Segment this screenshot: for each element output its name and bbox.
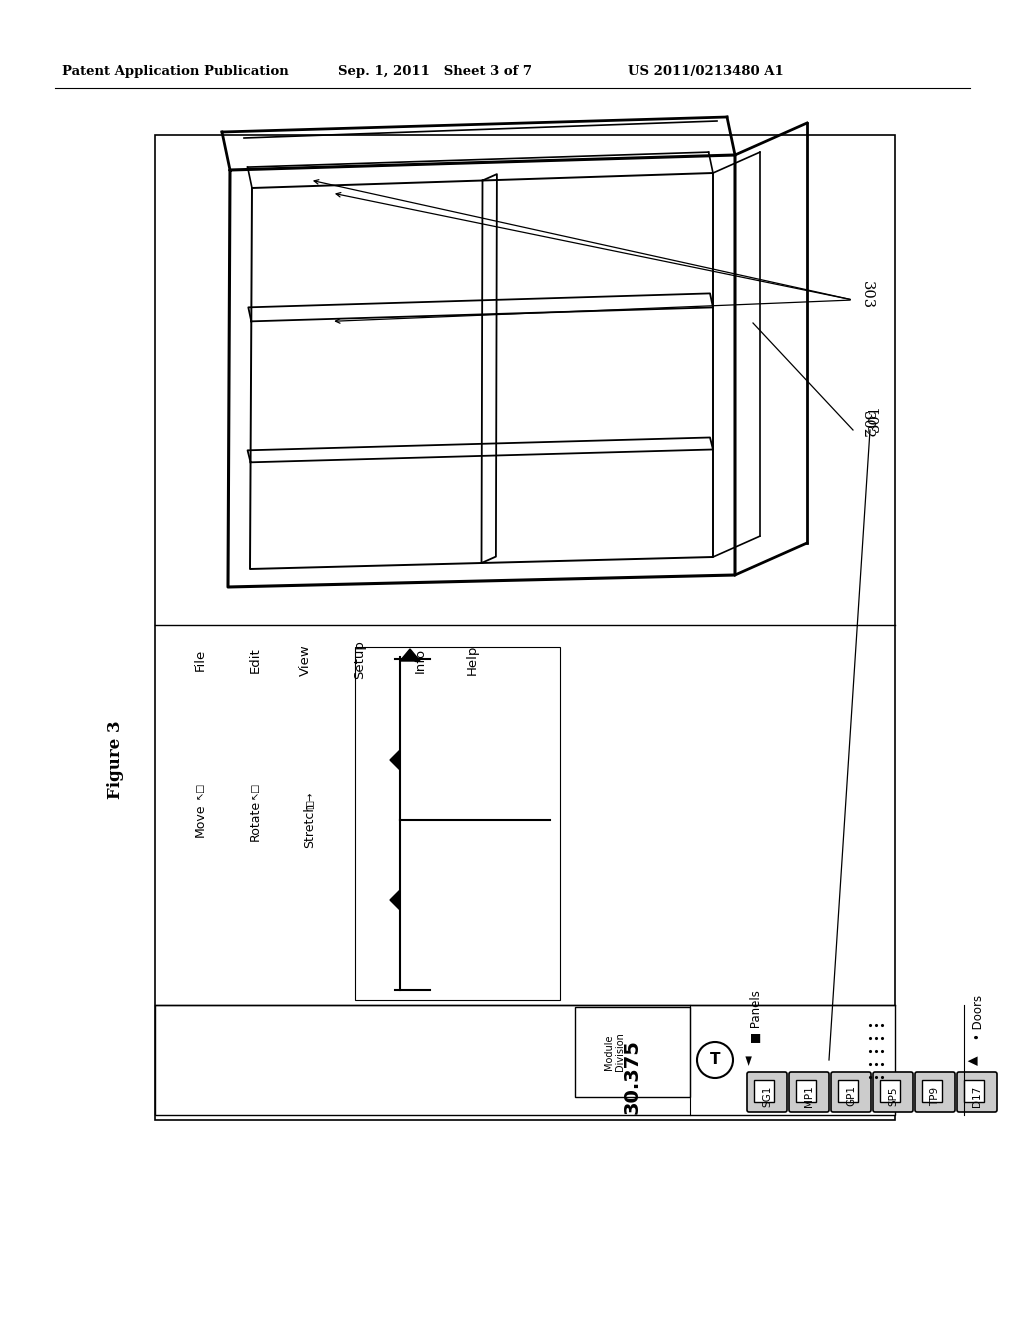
FancyBboxPatch shape [873,1072,913,1111]
Text: ▲: ▲ [966,1055,979,1065]
Text: □→: □→ [305,791,315,809]
Text: Module
Division: Module Division [604,1032,626,1072]
Text: GP1: GP1 [846,1085,856,1106]
Text: Patent Application Publication: Patent Application Publication [62,66,289,78]
Text: MP1: MP1 [804,1085,814,1107]
Text: 301: 301 [868,404,882,432]
Text: ↖□: ↖□ [250,781,260,799]
Text: TP9: TP9 [930,1086,940,1106]
Bar [796,1080,816,1102]
Text: T: T [710,1052,720,1068]
Text: Help: Help [466,644,478,676]
Text: View: View [299,644,311,676]
Text: ■ Panels: ■ Panels [750,990,763,1043]
Text: Info: Info [414,647,427,673]
Text: 30.375: 30.375 [623,1040,642,1114]
FancyBboxPatch shape [957,1072,997,1111]
Text: Setup: Setup [353,640,367,680]
Text: SG1: SG1 [762,1085,772,1106]
FancyBboxPatch shape [790,1072,829,1111]
Polygon shape [390,890,400,909]
Bar [838,1080,858,1102]
Text: 302: 302 [860,411,874,440]
FancyBboxPatch shape [746,1072,787,1111]
Text: Move: Move [194,804,207,837]
Text: D17: D17 [972,1085,982,1106]
Bar [155,135,895,1119]
Text: ◄: ◄ [743,1055,757,1065]
Polygon shape [400,649,420,661]
Text: Edit: Edit [249,647,261,673]
Circle shape [697,1041,733,1078]
Bar [575,1007,690,1097]
Bar [922,1080,942,1102]
Bar [880,1080,900,1102]
Text: Stretch: Stretch [303,803,316,847]
Polygon shape [390,750,400,770]
Text: SP5: SP5 [888,1086,898,1106]
Text: Rotate: Rotate [249,800,261,841]
Text: File: File [194,649,207,671]
Bar [964,1080,984,1102]
FancyBboxPatch shape [915,1072,955,1111]
Text: 303: 303 [860,281,874,309]
Text: ↖□: ↖□ [195,781,205,799]
Bar [355,647,560,1001]
Text: Figure 3: Figure 3 [106,721,124,800]
Text: US 2011/0213480 A1: US 2011/0213480 A1 [628,66,783,78]
Bar [754,1080,774,1102]
Bar [155,1005,895,1115]
Text: Sep. 1, 2011   Sheet 3 of 7: Sep. 1, 2011 Sheet 3 of 7 [338,66,532,78]
Text: • Doors: • Doors [973,994,985,1040]
FancyBboxPatch shape [831,1072,871,1111]
